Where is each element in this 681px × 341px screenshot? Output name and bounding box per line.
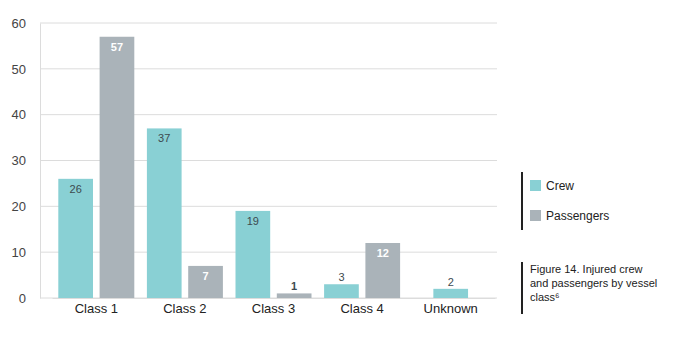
y-tick: 40 (12, 107, 40, 122)
x-tick: Class 3 (252, 298, 295, 316)
bar (324, 284, 359, 298)
x-tick: Unknown (424, 298, 478, 316)
x-axis: Class 1 Class 2 Class 3 Class 4 Unknown (53, 298, 496, 316)
y-tick-label: 0 (19, 291, 26, 306)
legend-label: Crew (546, 179, 574, 193)
y-tick: 30 (12, 153, 40, 168)
x-tick: Class 1 (75, 298, 118, 316)
data-label: 19 (247, 215, 259, 227)
data-label: 1 (291, 280, 297, 292)
title-line: class⁶ (530, 291, 560, 303)
data-label: 57 (111, 41, 123, 53)
legend-swatch (530, 180, 541, 191)
y-tick-label: 30 (12, 153, 26, 168)
grid (40, 23, 497, 298)
x-tick: Class 2 (163, 298, 206, 316)
bar (100, 37, 135, 298)
bar (188, 266, 223, 298)
grid-line (40, 23, 497, 24)
x-tick-label: Class 2 (163, 301, 206, 316)
bar (58, 179, 93, 298)
legend-label: Passengers (546, 209, 609, 223)
data-label: 26 (70, 183, 82, 195)
x-tick-label: Class 1 (75, 301, 118, 316)
bar (277, 293, 312, 298)
bars (58, 37, 468, 298)
y-tick: 50 (12, 61, 40, 76)
data-label: 37 (158, 132, 170, 144)
y-tick-label: 10 (12, 245, 26, 260)
bar (365, 243, 400, 298)
y-tick-label: 50 (12, 61, 26, 76)
x-tick-label: Unknown (424, 301, 478, 316)
y-tick-label: 60 (12, 16, 26, 31)
y-tick-label: 40 (12, 107, 26, 122)
legend: Crew Passengers (522, 172, 609, 230)
data-labels: 26 37 19 3 2 57 7 1 12 (70, 41, 454, 293)
data-label: 2 (448, 276, 454, 288)
data-label: 3 (338, 271, 344, 283)
bar (236, 211, 271, 298)
y-tick: 20 (12, 199, 40, 214)
title-line: and passengers by vessel (530, 277, 657, 289)
caption: Figure 14. Injured crew and passengers by… (522, 262, 657, 314)
y-tick: 0 (19, 291, 40, 306)
y-tick: 60 (12, 16, 40, 31)
data-label: 7 (202, 270, 208, 282)
y-axis: 0 10 20 30 40 50 60 (12, 16, 41, 306)
bar (433, 289, 468, 298)
title: Figure 14. Injured crew and passengers by… (530, 263, 657, 303)
legend-rule (521, 172, 523, 230)
caption-rule (521, 262, 523, 314)
y-tick-label: 20 (12, 199, 26, 214)
y-axis-line (40, 24, 41, 299)
y-tick: 10 (12, 245, 40, 260)
title-line: Figure 14. Injured crew (530, 263, 643, 275)
x-axis-line (53, 298, 496, 299)
bar (147, 128, 182, 298)
x-tick: Class 4 (340, 298, 383, 316)
legend-swatch (530, 210, 541, 221)
x-tick-label: Class 4 (340, 301, 383, 316)
data-label: 12 (377, 247, 389, 259)
x-tick-label: Class 3 (252, 301, 295, 316)
chart: 0102030405060Class 1Class 2Class 3Class … (0, 0, 681, 341)
